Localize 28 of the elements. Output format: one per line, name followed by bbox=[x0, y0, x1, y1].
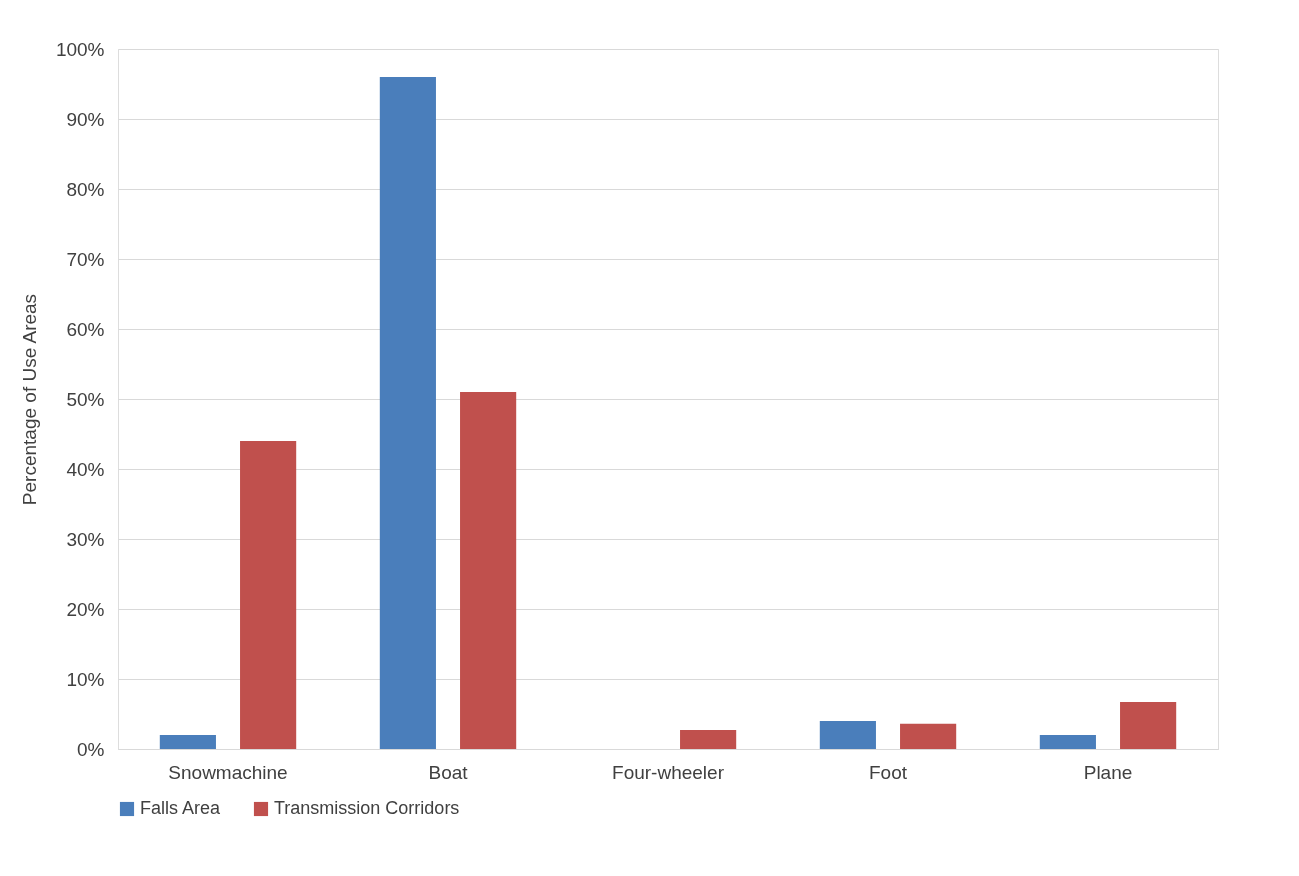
bar bbox=[1120, 702, 1177, 749]
x-tick-label: Plane bbox=[1083, 761, 1133, 783]
bar bbox=[240, 441, 297, 749]
x-tick-label: Four-wheeler bbox=[612, 761, 725, 783]
y-axis-title: Percentage of Use Areas bbox=[18, 293, 40, 506]
bar bbox=[379, 77, 436, 749]
y-tick-label: 90% bbox=[66, 108, 105, 130]
y-tick-label: 80% bbox=[66, 178, 105, 200]
y-tick-label: 30% bbox=[66, 528, 105, 550]
x-tick-label: Foot bbox=[868, 761, 908, 783]
y-tick-label: 50% bbox=[66, 388, 105, 410]
bar bbox=[460, 392, 517, 749]
legend-label: Falls Area bbox=[140, 798, 222, 818]
bar bbox=[900, 723, 957, 749]
y-tick-label: 40% bbox=[66, 458, 105, 480]
bar bbox=[159, 735, 216, 749]
legend-label: Transmission Corridors bbox=[274, 798, 460, 818]
bar bbox=[680, 730, 737, 749]
y-tick-label: 60% bbox=[66, 318, 105, 340]
bar bbox=[1039, 735, 1096, 749]
x-tick-label: Snowmachine bbox=[168, 761, 288, 783]
bar bbox=[819, 721, 876, 749]
y-tick-label: 100% bbox=[55, 38, 105, 60]
y-tick-label: 10% bbox=[66, 668, 105, 690]
y-tick-label: 20% bbox=[66, 598, 105, 620]
y-tick-label: 70% bbox=[66, 248, 105, 270]
y-tick-label: 0% bbox=[77, 738, 105, 760]
x-tick-label: Boat bbox=[428, 761, 469, 783]
